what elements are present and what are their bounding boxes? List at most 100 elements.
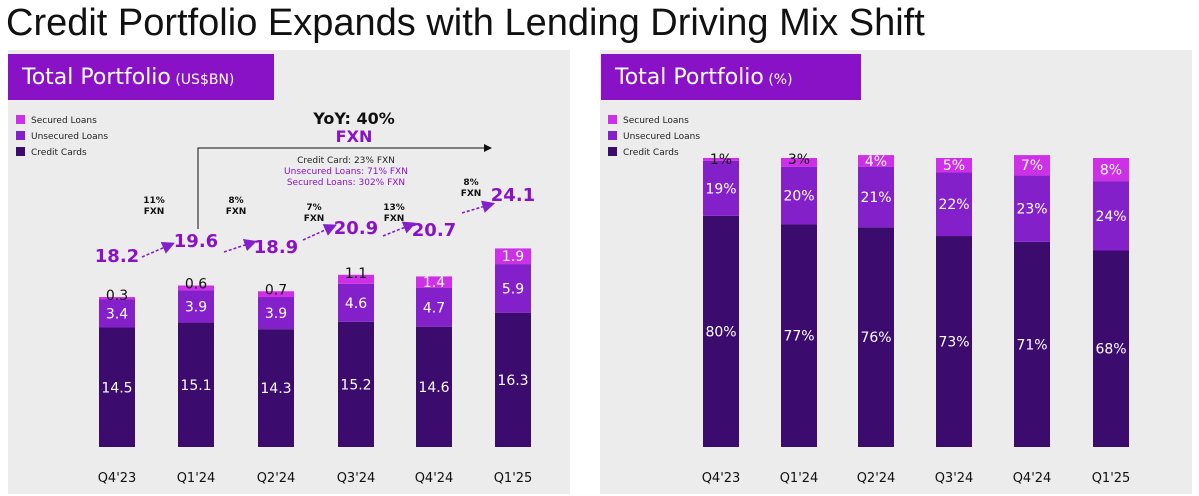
total-label: 20.7 <box>412 220 456 241</box>
bar-segment <box>936 172 972 237</box>
growth-pct-label: 13% <box>383 203 405 213</box>
x-tick-label: Q4'23 <box>702 471 741 486</box>
bar-segment <box>703 158 739 161</box>
data-label: 14.6 <box>418 380 449 396</box>
growth-pct-label: 8% <box>228 196 243 206</box>
total-label: 18.2 <box>95 246 139 267</box>
growth-fxn-label: FXN <box>144 207 165 217</box>
data-label: 1.9 <box>502 249 524 265</box>
data-label: 23% <box>1016 202 1047 218</box>
x-tick-label: Q4'23 <box>98 471 137 486</box>
total-label: 20.9 <box>334 218 378 239</box>
page-title: Credit Portfolio Expands with Lending Dr… <box>6 2 925 44</box>
bar-segment <box>495 264 531 313</box>
growth-arrow <box>223 238 258 253</box>
bar-segment <box>1093 181 1129 251</box>
legend-swatch <box>608 131 617 140</box>
bar-segment <box>703 160 739 216</box>
x-tick-label: Q4'24 <box>415 471 454 486</box>
data-label: 14.5 <box>101 380 132 396</box>
bar-segment <box>781 224 817 447</box>
data-label: 14.3 <box>260 381 291 397</box>
legend-label: Unsecured Loans <box>623 132 700 142</box>
bar-segment <box>416 326 452 447</box>
bar-segment <box>936 236 972 447</box>
bar-segment <box>858 227 894 447</box>
yoy-arrow <box>197 144 492 229</box>
legend-swatch <box>608 115 617 124</box>
yoy-detail: Secured Loans: 302% FXN <box>287 178 405 188</box>
bar-segment <box>936 158 972 173</box>
data-label: 77% <box>783 329 814 345</box>
growth-arrow <box>141 241 175 258</box>
data-label: 80% <box>705 324 736 340</box>
data-label: 7% <box>1021 158 1043 174</box>
legend-swatch <box>16 131 25 140</box>
data-label: 24% <box>1095 209 1126 225</box>
growth-fxn-label: FXN <box>226 207 247 217</box>
data-label: 76% <box>860 330 891 346</box>
x-tick-label: Q1'24 <box>177 471 216 486</box>
bar-segment <box>781 166 817 225</box>
growth-fxn-label: FXN <box>384 214 405 224</box>
x-tick-label: Q1'24 <box>780 471 819 486</box>
data-label: 0.6 <box>185 276 207 292</box>
data-label: 3.9 <box>265 306 287 322</box>
yoy-label: YoY: 40% <box>312 109 395 128</box>
left-chart-unit: (US$BN) <box>175 72 235 88</box>
data-label: 4% <box>865 154 887 170</box>
bar-segment <box>703 215 739 447</box>
x-tick-label: Q3'24 <box>935 471 974 486</box>
data-label: 21% <box>860 190 891 206</box>
growth-pct-label: 8% <box>463 178 478 188</box>
data-label: 22% <box>938 197 969 213</box>
bar-segment <box>258 329 294 447</box>
growth-pct-label: 11% <box>143 196 165 206</box>
data-label: 1.4 <box>423 275 445 291</box>
right-chart-unit: (%) <box>768 72 793 88</box>
left-chart-header: Total Portfolio (US$BN) <box>8 54 274 100</box>
legend-label: Secured Loans <box>623 116 689 126</box>
bar-segment <box>338 321 374 447</box>
bar-segment <box>258 291 294 298</box>
bar-segment <box>416 287 452 327</box>
data-label: 15.2 <box>340 377 371 393</box>
bar-segment <box>1093 250 1129 447</box>
x-tick-label: Q1'25 <box>494 471 533 486</box>
total-label: 18.9 <box>254 237 298 258</box>
bar-segment <box>178 285 214 291</box>
growth-pct-label: 7% <box>306 203 321 213</box>
data-label: 16.3 <box>497 373 528 389</box>
data-label: 3.9 <box>185 300 207 316</box>
bar-segment <box>858 155 894 167</box>
total-label: 24.1 <box>491 185 535 206</box>
yoy-detail: Credit Card: 23% FXN <box>297 156 395 166</box>
growth-arrow <box>302 224 337 241</box>
data-label: 71% <box>1016 337 1047 353</box>
bar-segment <box>1014 175 1050 242</box>
data-label: 3.4 <box>106 307 128 323</box>
bar-segment <box>99 297 135 300</box>
bar-segment <box>495 312 531 447</box>
right-chart-title: Total Portfolio <box>615 65 764 90</box>
legend-swatch <box>16 115 25 124</box>
data-label: 19% <box>705 181 736 197</box>
x-tick-label: Q1'25 <box>1092 471 1131 486</box>
data-label: 1.1 <box>345 266 367 282</box>
growth-fxn-label: FXN <box>461 189 482 199</box>
yoy-detail: Unsecured Loans: 71% FXN <box>284 167 408 177</box>
data-label: 73% <box>938 335 969 351</box>
data-label: 3% <box>788 152 810 168</box>
total-label: 19.6 <box>174 231 218 252</box>
growth-fxn-label: FXN <box>304 214 325 224</box>
legend-label: Unsecured Loans <box>31 132 108 142</box>
bar-segment <box>858 166 894 228</box>
data-label: 20% <box>783 189 814 205</box>
data-label: 0.3 <box>106 288 128 304</box>
growth-arrow <box>461 200 496 214</box>
data-label: 15.1 <box>180 378 211 394</box>
bar-segment <box>781 158 817 167</box>
data-label: 4.6 <box>345 296 367 312</box>
yoy-fxn-label: FXN <box>336 127 373 146</box>
